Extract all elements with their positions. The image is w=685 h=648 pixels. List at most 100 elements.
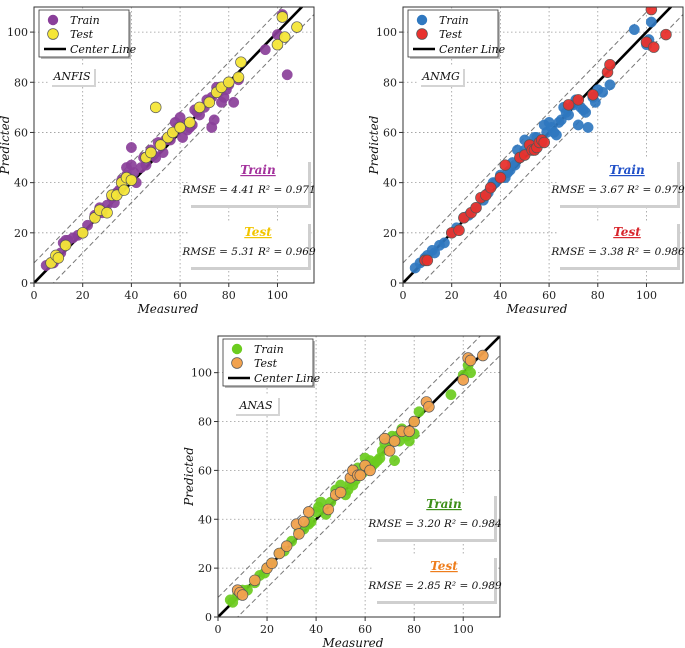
y-tick-label: 60 — [14, 126, 28, 139]
test-stats-values: RMSE = 3.38 R² = 0.986 — [550, 246, 685, 258]
y-axis-title: Predicted — [367, 115, 381, 175]
x-axis-title: Measured — [137, 302, 199, 316]
y-tick-label: 0 — [390, 277, 397, 290]
model-name: ANMG — [421, 70, 460, 83]
y-tick-label: 40 — [14, 177, 28, 190]
legend-train-marker — [47, 14, 59, 26]
train-point — [645, 16, 657, 28]
test-point — [464, 354, 477, 367]
train-point — [438, 237, 450, 249]
test-stats-box: Test RMSE = 2.85 R² = 0.989 — [367, 555, 502, 604]
test-point — [453, 224, 465, 237]
x-tick-label: 100 — [453, 623, 474, 636]
chart-anfis: 00 20 20 40 40 60 60 80 80 100 100 Measured Predicte… — [0, 6, 316, 316]
test-stats-values: RMSE = 2.85 R² = 0.989 — [367, 580, 502, 592]
test-point — [484, 181, 497, 194]
legend-train-marker — [231, 343, 243, 355]
lower-bound-line — [236, 355, 500, 617]
legend-test-marker — [231, 357, 243, 369]
test-point — [232, 71, 245, 84]
test-point — [184, 116, 196, 129]
test-point — [499, 159, 512, 171]
plot-frame — [33, 6, 315, 284]
train-point — [389, 455, 401, 467]
train-point — [465, 367, 477, 379]
x-tick-label: 0 — [215, 623, 222, 636]
y-tick-label: 100 — [7, 26, 28, 39]
test-point — [408, 415, 420, 428]
train-point — [572, 119, 584, 131]
test-point — [236, 589, 249, 601]
x-tick-label: 60 — [173, 289, 187, 302]
legend-test-marker — [416, 28, 428, 40]
test-point — [293, 528, 305, 540]
x-tick-label: 100 — [636, 289, 657, 302]
train-stats-box: Train RMSE = 4.41 R² = 0.971 — [181, 159, 316, 208]
plot-frame — [402, 6, 684, 284]
x-tick-label: 20 — [260, 623, 274, 636]
y-tick-label: 20 — [198, 562, 212, 575]
test-point — [660, 28, 672, 41]
y-tick-label: 40 — [198, 513, 212, 526]
y-tick-label: 100 — [376, 26, 397, 39]
stats-background — [188, 159, 308, 205]
test-point — [572, 94, 585, 106]
test-point — [364, 464, 376, 477]
test-point — [59, 239, 72, 252]
train-point — [628, 24, 640, 36]
plot-content — [403, 7, 683, 283]
lower-bound-line — [52, 14, 314, 283]
train-point — [582, 121, 594, 133]
y-axis-title: Predicted — [182, 447, 196, 507]
test-point — [223, 76, 235, 89]
model-name-box — [234, 396, 278, 414]
test-point — [494, 171, 507, 184]
train-point — [125, 142, 137, 153]
y-tick-label: 80 — [198, 416, 212, 429]
y-tick-label: 60 — [383, 126, 397, 139]
train-stats-values: RMSE = 3.67 R² = 0.979 — [550, 184, 685, 196]
y-tick-label: 0 — [21, 277, 28, 290]
test-point — [280, 540, 293, 552]
test-point — [266, 557, 278, 569]
legend-test-label: Test — [439, 28, 463, 41]
test-point — [125, 174, 138, 186]
legend-train-label: Train — [254, 343, 284, 356]
x-tick-label: 40 — [124, 289, 138, 302]
test-stats-title: Test — [430, 559, 458, 573]
test-stats-title: Test — [244, 225, 272, 239]
legend-test-marker — [47, 28, 59, 40]
stats-background — [374, 555, 494, 601]
plot-content — [34, 7, 314, 283]
chart-anas: 00 20 20 40 40 60 60 80 80 100 100 Measured Predicte… — [182, 335, 502, 648]
test-point — [604, 58, 616, 71]
test-point — [645, 7, 658, 16]
model-name-box — [50, 67, 94, 85]
train-point — [281, 69, 293, 81]
x-axis-title: Measured — [506, 302, 568, 316]
train-point — [206, 121, 218, 133]
train-point — [228, 96, 240, 108]
test-point — [203, 96, 216, 109]
test-point — [249, 574, 261, 587]
plot-content — [218, 336, 500, 617]
x-tick-label: 80 — [222, 289, 236, 302]
test-stats-box: Test RMSE = 5.31 R² = 0.969 — [181, 221, 316, 270]
test-stats-values: RMSE = 5.31 R² = 0.969 — [181, 246, 316, 258]
x-tick-label: 100 — [267, 289, 288, 302]
test-point — [322, 503, 335, 516]
train-stats-title: Train — [240, 163, 275, 177]
test-point — [587, 89, 599, 101]
test-point — [477, 349, 489, 362]
x-tick-label: 0 — [31, 289, 38, 302]
test-point — [538, 136, 550, 149]
x-tick-label: 20 — [445, 289, 459, 302]
x-tick-label: 80 — [407, 623, 421, 636]
test-point — [403, 425, 416, 438]
train-point — [563, 109, 575, 121]
test-point — [378, 432, 391, 445]
legend-test-label: Test — [254, 357, 278, 370]
